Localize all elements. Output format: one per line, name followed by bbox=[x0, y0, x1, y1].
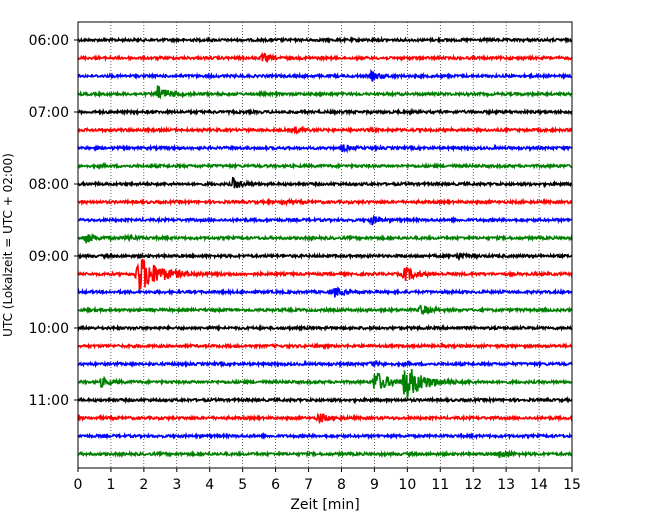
trace-line bbox=[77, 125, 573, 135]
trace-line bbox=[77, 323, 573, 333]
plot-frame bbox=[77, 21, 573, 469]
y-tick-label: 11:00 bbox=[29, 393, 69, 409]
trace-line bbox=[77, 412, 573, 425]
grid-lines bbox=[110, 22, 540, 468]
trace-line bbox=[77, 68, 573, 82]
x-tick-label: 3 bbox=[172, 477, 181, 493]
y-tick-label: 10:00 bbox=[29, 321, 69, 337]
trace-line bbox=[77, 341, 573, 351]
x-tick-label: 6 bbox=[271, 477, 280, 493]
x-tick-label: 0 bbox=[74, 477, 83, 493]
trace-line bbox=[77, 251, 573, 262]
trace-line bbox=[77, 395, 573, 405]
y-tick-label: 07:00 bbox=[29, 105, 69, 121]
y-axis-ticks: 06:00 07:00 08:00 09:00 10:00 11:00 bbox=[29, 33, 78, 409]
trace-line bbox=[77, 449, 573, 459]
x-tick-label: 1 bbox=[106, 477, 115, 493]
trace-line bbox=[77, 431, 573, 441]
x-tick-label: 15 bbox=[563, 477, 581, 493]
x-tick-label: 11 bbox=[431, 477, 449, 493]
x-tick-label: 5 bbox=[238, 477, 247, 493]
x-tick-label: 2 bbox=[139, 477, 148, 493]
x-tick-label: 9 bbox=[370, 477, 379, 493]
trace-line bbox=[77, 304, 573, 316]
trace-line bbox=[77, 35, 573, 45]
x-tick-label: 10 bbox=[398, 477, 416, 493]
x-tick-label: 8 bbox=[337, 477, 346, 493]
y-tick-label: 06:00 bbox=[29, 33, 69, 49]
trace-line bbox=[77, 258, 573, 292]
trace-line bbox=[77, 51, 573, 64]
trace-line bbox=[77, 176, 573, 189]
x-tick-label: 12 bbox=[464, 477, 482, 493]
x-axis-label: Zeit [min] bbox=[290, 497, 359, 513]
y-tick-label: 09:00 bbox=[29, 249, 69, 265]
trace-line bbox=[77, 368, 573, 400]
trace-line bbox=[77, 285, 573, 298]
x-axis-ticks: 0 1 2 3 4 5 6 7 8 9 10 11 12 13 14 15 bbox=[74, 468, 581, 493]
trace-line bbox=[77, 161, 573, 171]
trace-line bbox=[77, 359, 573, 369]
y-tick-label: 08:00 bbox=[29, 177, 69, 193]
x-tick-label: 4 bbox=[205, 477, 214, 493]
trace-line bbox=[77, 107, 573, 117]
x-tick-label: 14 bbox=[530, 477, 548, 493]
trace-line bbox=[77, 232, 573, 244]
trace-line bbox=[77, 197, 573, 207]
x-tick-label: 13 bbox=[497, 477, 515, 493]
trace-line bbox=[77, 85, 573, 100]
trace-line bbox=[77, 143, 573, 154]
trace-line bbox=[77, 214, 573, 226]
x-tick-label: 7 bbox=[304, 477, 313, 493]
trace-group bbox=[77, 35, 573, 459]
y-axis-label: UTC (Lokalzeit = UTC + 02:00) bbox=[1, 153, 15, 337]
